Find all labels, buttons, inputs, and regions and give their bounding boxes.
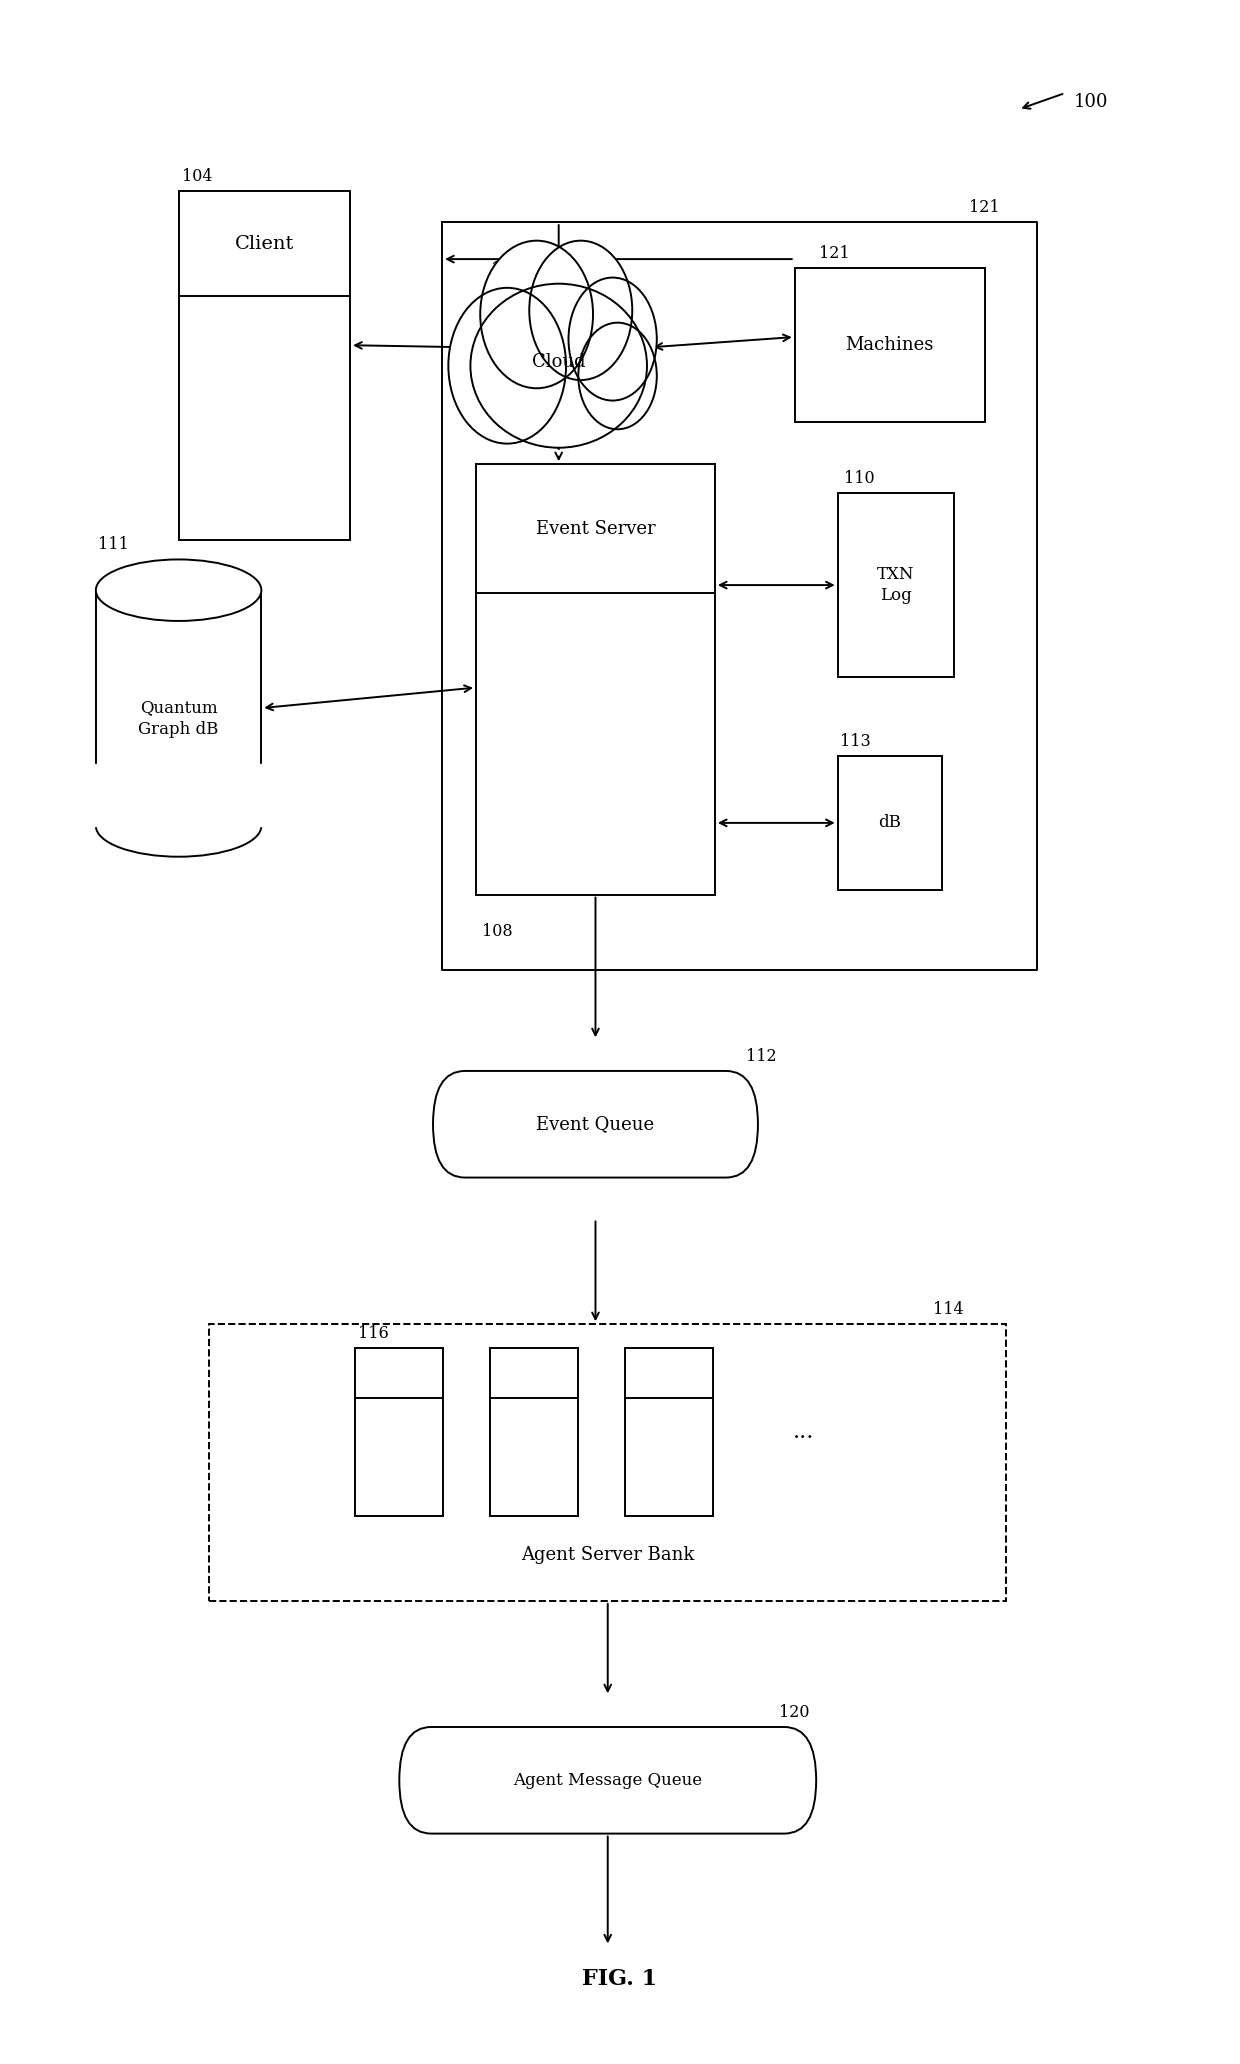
FancyBboxPatch shape [625,1348,713,1515]
Text: Event Server: Event Server [536,520,655,539]
Text: 116: 116 [357,1325,388,1342]
Text: 108: 108 [482,923,512,939]
Text: 121: 121 [970,198,1001,217]
FancyBboxPatch shape [210,1325,1006,1602]
Text: 102: 102 [179,568,210,584]
FancyBboxPatch shape [795,268,985,423]
Text: 120: 120 [780,1705,810,1721]
FancyBboxPatch shape [95,590,262,826]
Ellipse shape [95,559,262,621]
Text: ...: ... [794,1420,815,1443]
Text: 112: 112 [745,1049,776,1065]
FancyBboxPatch shape [476,464,715,894]
Text: Machines: Machines [846,336,934,355]
Ellipse shape [578,322,657,429]
Text: 110: 110 [843,471,874,487]
FancyBboxPatch shape [433,1071,758,1179]
Ellipse shape [568,277,657,400]
Text: 113: 113 [839,733,870,749]
Ellipse shape [95,795,262,857]
Text: 104: 104 [182,169,213,186]
Ellipse shape [529,241,632,380]
Ellipse shape [470,283,647,448]
Ellipse shape [480,241,593,388]
FancyBboxPatch shape [838,493,954,677]
Text: Quantum
Graph dB: Quantum Graph dB [139,700,218,739]
Polygon shape [89,764,268,826]
Text: 111: 111 [98,537,129,553]
FancyBboxPatch shape [355,1348,444,1515]
Ellipse shape [449,287,565,444]
FancyBboxPatch shape [490,1348,578,1515]
Text: 114: 114 [932,1300,963,1319]
Text: 106: 106 [491,260,522,277]
Text: 121: 121 [820,246,849,262]
Text: Client: Client [234,235,294,252]
Text: Agent Server Bank: Agent Server Bank [521,1546,694,1565]
FancyBboxPatch shape [179,192,350,541]
Text: Agent Message Queue: Agent Message Queue [513,1771,702,1789]
FancyBboxPatch shape [399,1728,816,1833]
Text: FIG. 1: FIG. 1 [583,1969,657,1990]
Text: TXN
Log: TXN Log [877,566,915,605]
Text: 100: 100 [1074,93,1109,111]
Polygon shape [95,590,262,826]
FancyBboxPatch shape [838,755,942,890]
Text: dB: dB [878,815,901,832]
Text: Event Queue: Event Queue [537,1115,655,1133]
Text: Cloud: Cloud [532,353,585,372]
